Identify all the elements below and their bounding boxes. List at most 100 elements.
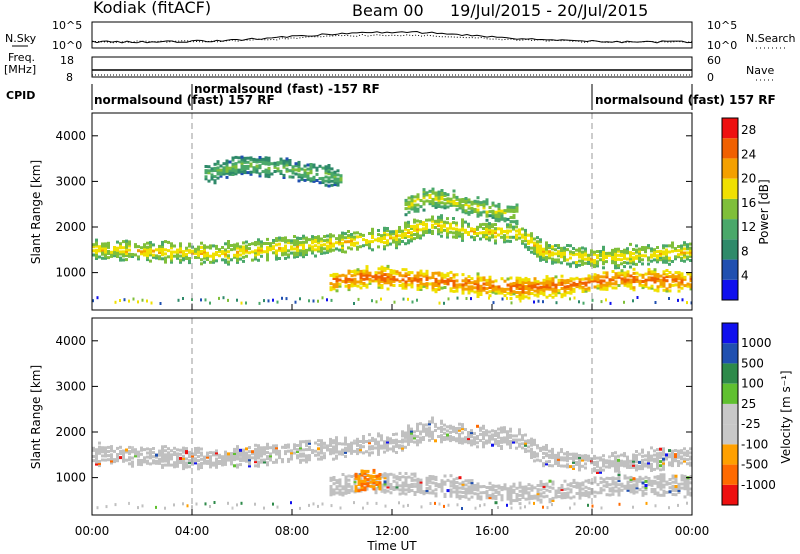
heatmap-cell (416, 273, 420, 277)
heatmap-cell (572, 452, 575, 456)
heatmap-cell (608, 483, 612, 487)
heatmap-cell (560, 246, 563, 250)
heatmap-cell (416, 227, 419, 231)
heatmap-cell (362, 273, 366, 277)
heatmap-cell (545, 245, 548, 249)
heatmap-cell (386, 475, 390, 479)
heatmap-cell (224, 450, 227, 454)
heatmap-cell (393, 300, 396, 304)
heatmap-cell (494, 218, 498, 222)
heatmap-cell (665, 273, 669, 277)
heatmap-cell (431, 420, 434, 424)
heatmap-cell (449, 287, 453, 291)
heatmap-cell (638, 465, 641, 468)
heatmap-cell (395, 233, 398, 237)
heatmap-cell (452, 484, 456, 488)
heatmap-cell (464, 199, 468, 202)
heatmap-cell (551, 261, 554, 265)
heatmap-cell (422, 194, 426, 198)
heatmap-cell (350, 475, 354, 478)
heatmap-cell (341, 237, 344, 241)
heatmap-cell (542, 278, 546, 282)
heatmap-cell (372, 470, 376, 474)
heatmap-cell (329, 273, 333, 277)
heatmap-cell (207, 171, 211, 175)
heatmap-cell (632, 485, 636, 489)
heatmap-cell (437, 196, 441, 200)
heatmap-cell (473, 286, 477, 290)
heatmap-cell (665, 480, 669, 484)
heatmap-cell (116, 459, 119, 463)
heatmap-cell (593, 456, 596, 460)
heatmap-cell (518, 498, 522, 501)
heatmap-cell (653, 457, 656, 461)
heatmap-cell (398, 228, 401, 232)
heatmap-cell (332, 275, 336, 278)
heatmap-cell (314, 240, 317, 244)
heatmap-cell (620, 482, 624, 486)
heatmap-cell (521, 235, 524, 239)
heatmap-cell (375, 476, 379, 480)
heatmap-cell (494, 495, 498, 498)
heatmap-cell (197, 245, 200, 249)
heatmap-cell (509, 239, 512, 243)
heatmap-cell (410, 233, 413, 237)
heatmap-cell (335, 277, 339, 280)
heatmap-cell (530, 454, 533, 457)
heatmap-cell (161, 447, 164, 451)
heatmap-cell (416, 486, 420, 489)
heatmap-cell (327, 168, 331, 172)
heatmap-cell (464, 483, 468, 487)
heatmap-cell (557, 453, 560, 457)
heatmap-cell (482, 491, 486, 495)
heatmap-cell (356, 487, 360, 491)
heatmap-cell (548, 287, 552, 291)
heatmap-cell (261, 159, 265, 163)
heatmap-cell (659, 258, 662, 262)
heatmap-cell (560, 492, 564, 496)
heatmap-cell (407, 271, 411, 274)
heatmap-cell (611, 464, 614, 468)
heatmap-cell (521, 296, 525, 300)
heatmap-cell (317, 299, 319, 303)
heatmap-cell (224, 462, 227, 466)
heatmap-cell (623, 452, 626, 456)
heatmap-cell (335, 283, 339, 287)
heatmap-cell (503, 440, 506, 444)
heatmap-cell (539, 291, 543, 295)
heatmap-cell (491, 496, 495, 500)
heatmap-cell (536, 454, 539, 458)
heatmap-cell (285, 169, 289, 173)
heatmap-cell (179, 461, 182, 464)
heatmap-cell (545, 247, 548, 251)
heatmap-cell (569, 287, 573, 291)
heatmap-cell (416, 439, 419, 443)
heatmap-cell (368, 242, 371, 246)
heatmap-cell (476, 278, 480, 282)
heatmap-cell (392, 445, 395, 449)
heatmap-cell (219, 172, 223, 176)
heatmap-cell (635, 454, 638, 458)
colorbar-segment (722, 178, 738, 199)
heatmap-cell (545, 241, 548, 245)
heatmap-cell (578, 286, 582, 290)
heatmap-cell (677, 249, 680, 253)
heatmap-cell (434, 492, 438, 496)
heatmap-cell (212, 244, 215, 248)
colorbar-segment (722, 323, 738, 344)
heatmap-cell (530, 240, 533, 244)
heatmap-cell (413, 276, 417, 280)
heatmap-cell (518, 297, 522, 301)
heatmap-cell (524, 231, 527, 234)
heatmap-cell (674, 279, 678, 283)
heatmap-cell (335, 274, 339, 278)
heatmap-cell (458, 496, 462, 500)
heatmap-cell (363, 486, 367, 490)
heatmap-cell (647, 262, 650, 266)
heatmap-cell (422, 436, 425, 439)
heatmap-cell (635, 275, 639, 279)
heatmap-cell (101, 448, 104, 452)
heatmap-cell (671, 460, 674, 463)
heatmap-cell (617, 264, 620, 268)
heatmap-cell (278, 248, 281, 252)
